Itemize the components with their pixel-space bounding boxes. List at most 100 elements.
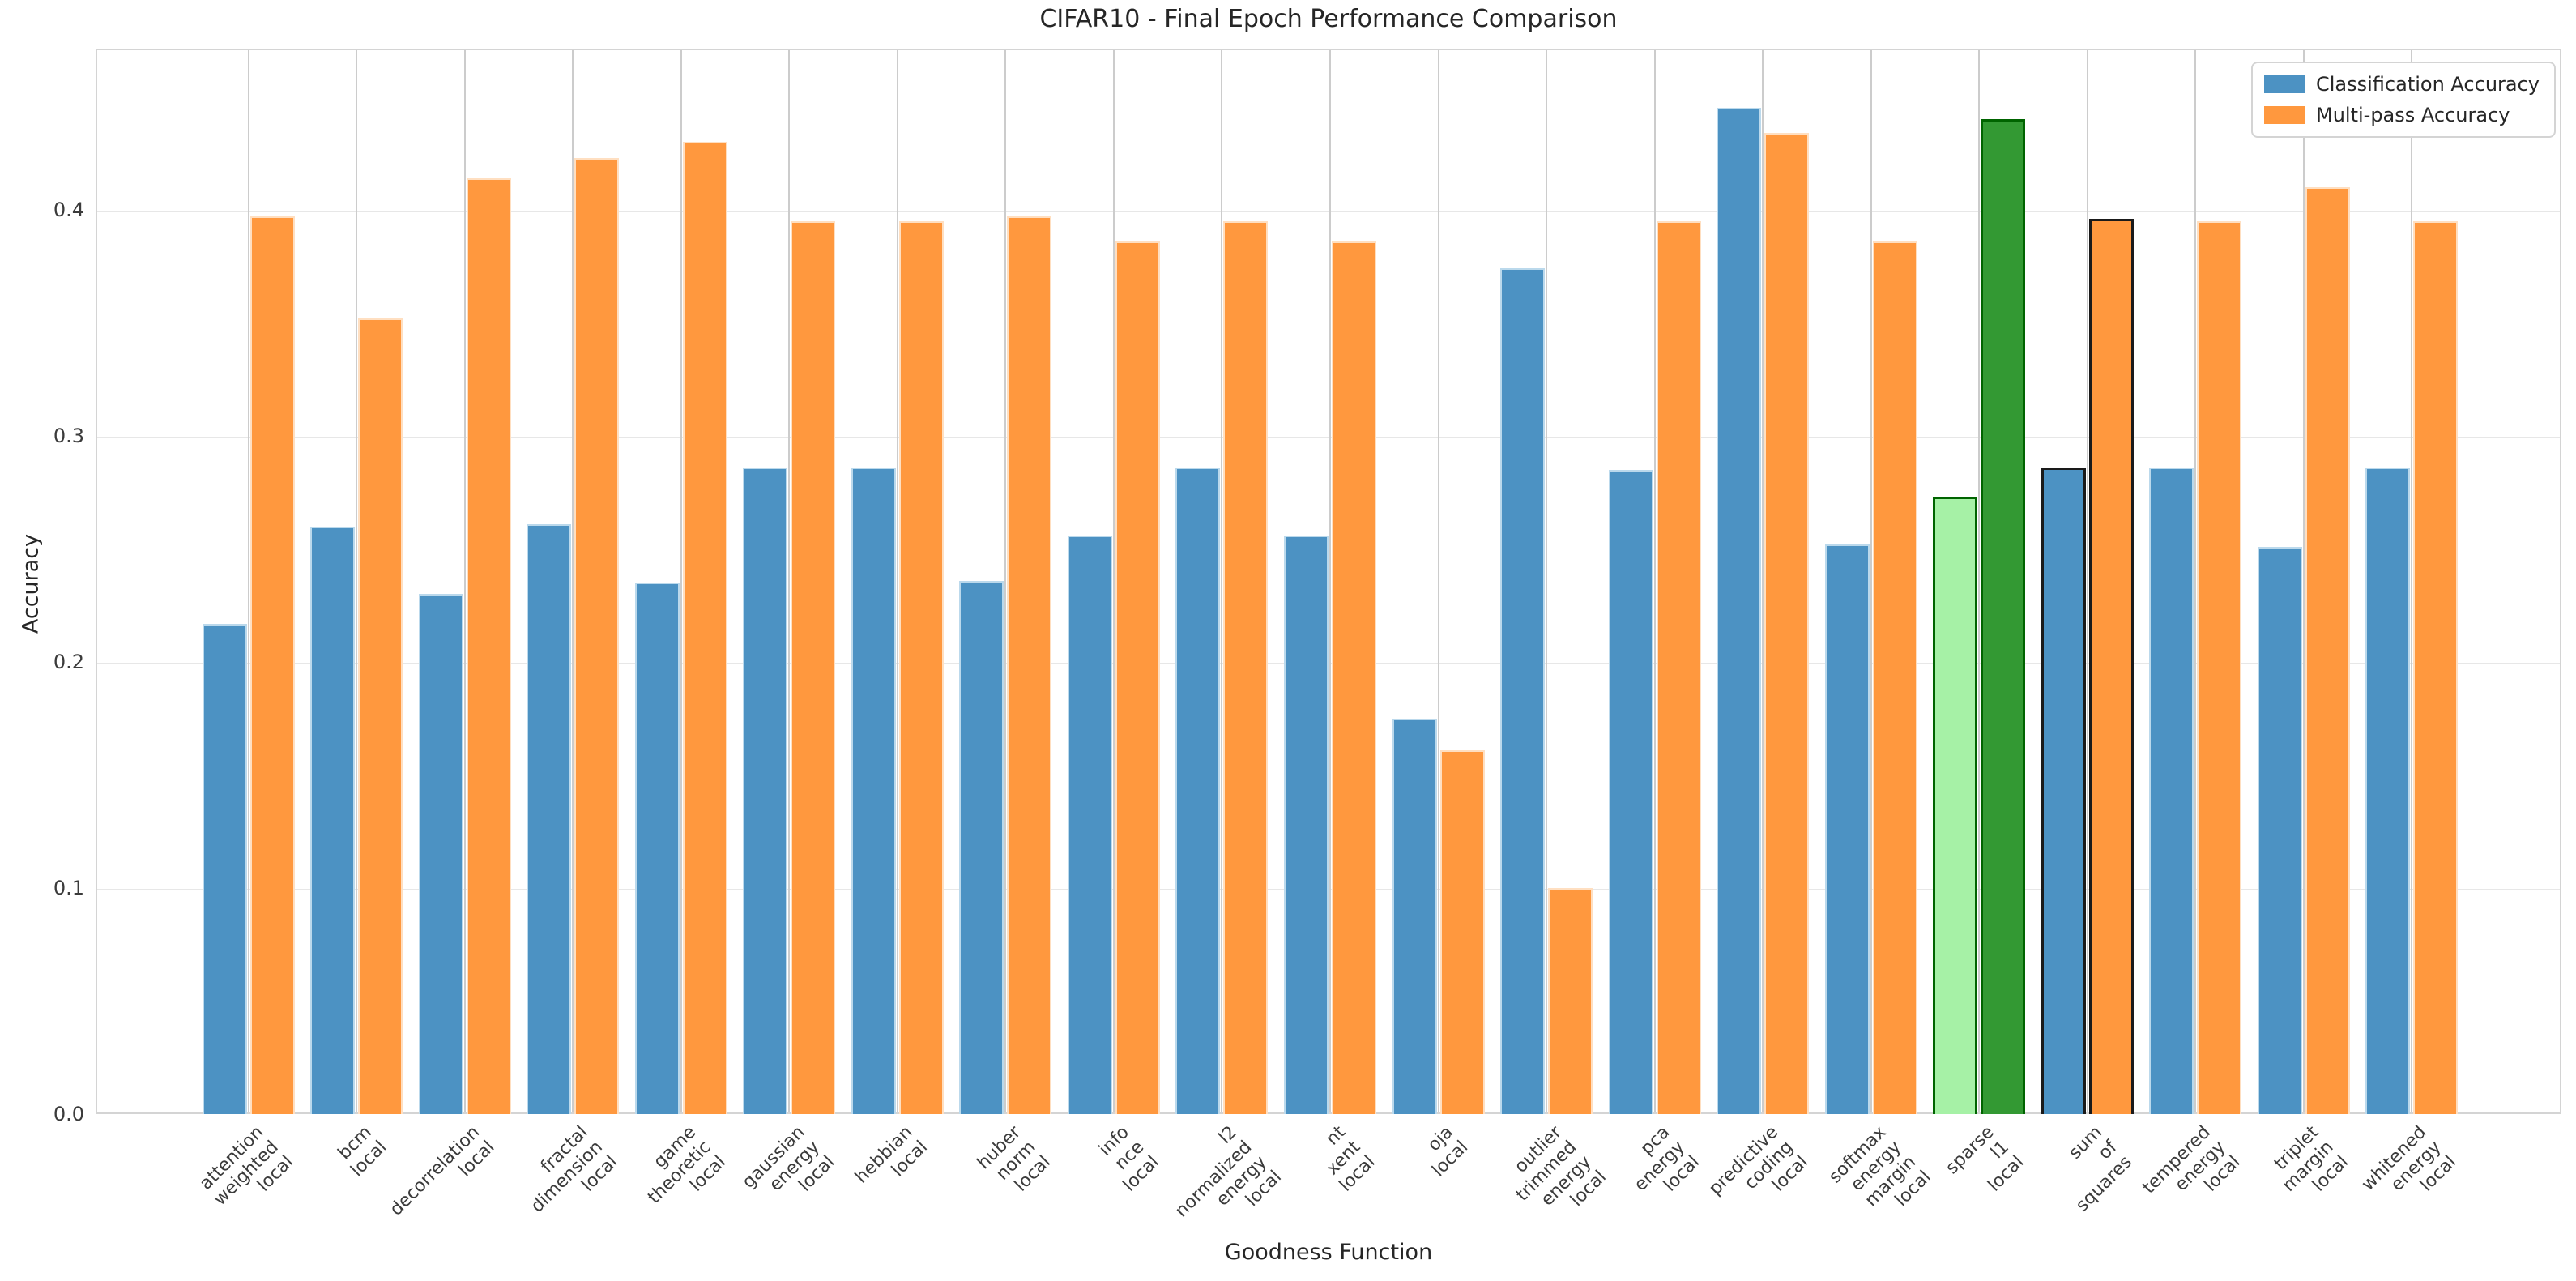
bar-classification-nt-xent-local [1284,535,1329,1114]
v-gridline-12 [1546,50,1548,1112]
v-gridline-9 [1221,50,1223,1112]
h-gridline-0.1 [97,888,2560,890]
y-tick-label-0.2: 0.2 [53,650,84,673]
x-tick-label-info-nce-local: info nce local [1094,1122,1163,1196]
bar-classification-predictive-coding-local [1717,108,1762,1114]
bar-classification-tempered-energy-local [2149,468,2194,1114]
bar-multipass-predictive-coding-local [1764,133,1810,1114]
v-gridline-4 [680,50,682,1112]
v-gridline-14 [1762,50,1764,1112]
legend: Classification Accuracy Multi-pass Accur… [2251,62,2556,138]
bar-multipass-sum-of-squares [2088,219,2134,1114]
bar-multipass-gaussian-energy-local [791,220,836,1114]
v-gridline-7 [1004,50,1007,1112]
x-tick-label-tempered-energy-local: tempered energy local [2139,1122,2245,1198]
bar-multipass-softmax-energy-margin-local [1872,241,1917,1114]
bar-classification-huber-norm-local [959,580,1004,1114]
v-gridline-3 [572,50,574,1112]
bar-classification-outlier-trimmed-energy-local [1500,268,1546,1114]
v-gridline-19 [2302,50,2305,1112]
v-gridline-13 [1653,50,1656,1112]
bar-multipass-pca-energy-local [1656,220,1701,1114]
v-gridline-10 [1329,50,1331,1112]
bar-classification-whitened-energy-local [2365,468,2411,1114]
v-gridline-5 [788,50,791,1112]
legend-label-multipass: Multi-pass Accuracy [2316,104,2510,126]
y-tick-label-0.1: 0.1 [53,876,84,899]
x-tick-label-attention-weighted-local: attention weighted local [195,1122,298,1210]
bar-multipass-oja-local [1439,749,1485,1114]
h-gridline-0.4 [97,210,2560,212]
x-axis-label: Goodness Function [1224,1240,1433,1265]
v-gridline-11 [1437,50,1439,1112]
plot-area: Classification Accuracy Multi-pass Accur… [96,49,2561,1114]
bar-classification-attention-weighted-local [202,623,247,1114]
x-tick-label-hebbian-local: hebbian local [851,1122,932,1188]
bar-classification-fractal-dimension-local [527,523,572,1114]
bar-multipass-bcm-local [358,318,403,1114]
x-tick-label-game-theoretic-local: game theoretic local [644,1122,731,1208]
bar-classification-game-theoretic-local [634,583,680,1114]
chart-title: CIFAR10 - Final Epoch Performance Compar… [1039,5,1618,33]
bar-multipass-outlier-trimmed-energy-local [1548,887,1593,1114]
y-tick-label-0.4: 0.4 [53,198,84,221]
x-tick-label-softmax-energy-margin-local: softmax energy margin local [1824,1122,1935,1211]
legend-swatch-classification [2264,75,2305,93]
bar-multipass-fractal-dimension-local [574,157,620,1114]
bar-classification-gaussian-energy-local [743,468,788,1114]
bar-multipass-triplet-margin-local [2305,187,2350,1114]
bar-multipass-tempered-energy-local [2197,220,2242,1114]
v-gridline-2 [463,50,466,1112]
legend-label-classification: Classification Accuracy [2316,73,2540,96]
v-gridline-15 [1870,50,1872,1112]
legend-swatch-multipass [2264,106,2305,124]
h-gridline-0.2 [97,662,2560,664]
x-tick-label-huber-norm-local: huber norm local [973,1122,1055,1196]
y-axis-label: Accuracy [18,533,44,634]
bar-classification-triplet-margin-local [2257,546,2302,1114]
x-tick-label-sparse-l1-local: sparse l1 local [1942,1122,2028,1196]
bar-classification-pca-energy-local [1608,469,1653,1114]
x-tick-label-sum-of-squares: sum of squares [2065,1122,2136,1216]
x-tick-label-gaussian-energy-local: gaussian energy local [738,1122,838,1196]
bar-classification-bcm-local [310,526,356,1114]
x-tick-label-oja-local: oja local [1424,1122,1473,1181]
bar-multipass-decorrelation-local [466,177,511,1114]
v-gridline-6 [896,50,898,1112]
bar-multipass-whitened-energy-local [2413,220,2459,1114]
bar-classification-hebbian-local [851,468,896,1114]
v-gridline-8 [1112,50,1115,1112]
legend-item-classification: Classification Accuracy [2264,73,2540,96]
bar-classification-l2-normalized-energy-local [1175,468,1221,1114]
bar-multipass-attention-weighted-local [249,216,295,1114]
bar-multipass-sparse-l1-local [1981,119,2026,1114]
bar-multipass-l2-normalized-energy-local [1223,220,1269,1114]
v-gridline-0 [247,50,249,1112]
x-tick-label-outlier-trimmed-energy-local: outlier trimmed energy local [1510,1122,1610,1211]
v-gridline-16 [1978,50,1981,1112]
bar-multipass-nt-xent-local [1332,241,1376,1114]
x-tick-label-bcm-local: bcm local [334,1122,391,1181]
bar-multipass-info-nce-local [1115,241,1160,1114]
v-gridline-18 [2194,50,2197,1112]
y-tick-label-0.0: 0.0 [53,1103,84,1125]
v-gridline-1 [356,50,358,1112]
bar-multipass-game-theoretic-local [682,142,727,1114]
x-tick-label-predictive-coding-local: predictive coding local [1704,1122,1812,1200]
x-tick-label-fractal-dimension-local: fractal dimension local [527,1122,622,1217]
y-tick-label-0.3: 0.3 [53,424,84,447]
bar-classification-softmax-energy-margin-local [1824,544,1870,1114]
bar-classification-decorrelation-local [418,594,463,1114]
x-tick-label-whitened-energy-local: whitened energy local [2358,1122,2461,1196]
h-gridline-0.3 [97,436,2560,438]
bar-classification-sparse-l1-local [1933,497,1978,1114]
bar-classification-oja-local [1392,718,1437,1114]
x-tick-label-nt-xent-local: nt xent local [1322,1122,1380,1196]
x-tick-label-l2-normalized-energy-local: l2 normalized energy local [1171,1122,1286,1222]
x-tick-label-decorrelation-local: decorrelation local [386,1122,499,1220]
x-tick-label-triplet-margin-local: triplet margin local [2270,1122,2352,1196]
x-tick-label-pca-energy-local: pca energy local [1630,1122,1704,1196]
v-gridline-20 [2411,50,2413,1112]
bar-multipass-hebbian-local [898,220,944,1114]
